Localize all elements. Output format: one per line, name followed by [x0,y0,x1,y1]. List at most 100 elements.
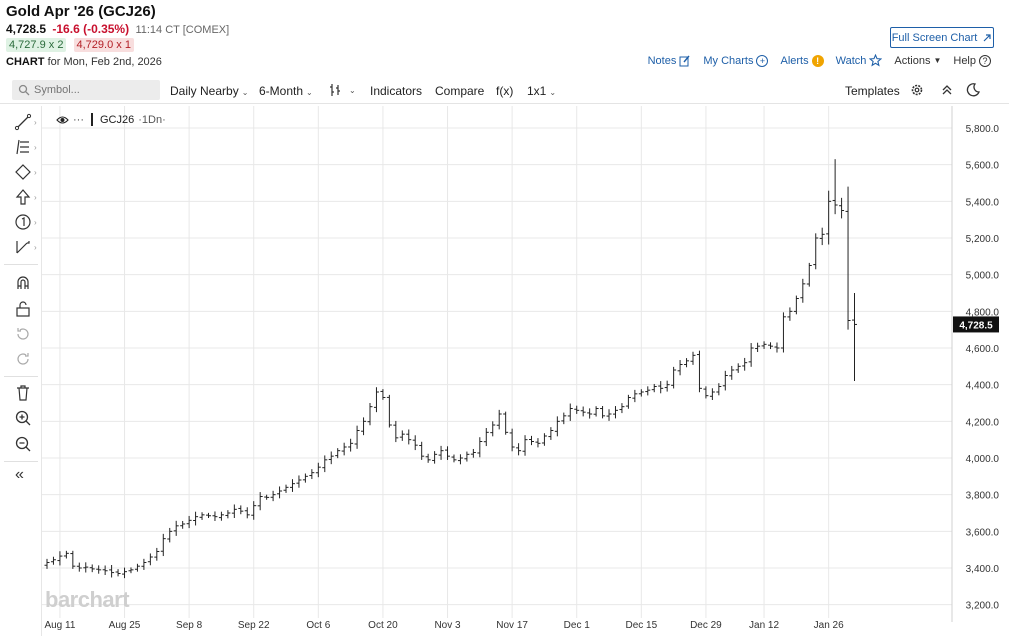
eye-icon[interactable] [56,115,69,125]
full-screen-chart-button[interactable]: Full Screen Chart [890,27,994,48]
undo-icon[interactable] [14,325,32,343]
alerts-link[interactable]: Alerts ! [780,54,824,67]
expand-arrow-icon[interactable]: › [34,168,37,177]
indicators-button[interactable]: Indicators [370,84,423,98]
ohlc-bar [761,341,767,349]
ohlc-bar [218,511,224,521]
measure-icon[interactable] [14,238,32,256]
gear-icon[interactable] [909,82,925,98]
rail-divider [4,461,38,462]
price-change: -16.6 (-0.35%) [52,22,130,36]
collapse-up-icon[interactable] [939,82,955,98]
my-charts-link[interactable]: My Charts + [703,54,769,67]
draw-line-icon[interactable] [14,113,32,131]
chart-for-date: for Mon, Feb 2nd, 2026 [47,56,162,68]
chart-type-icon[interactable] [327,82,343,98]
ohlc-bar [516,443,522,456]
actions-menu[interactable]: Actions ▼ [894,55,941,67]
notes-link[interactable]: Notes [648,55,692,67]
expand-arrow-icon[interactable]: › [34,118,37,127]
x-tick-label: Sep 22 [238,620,270,631]
price-chart[interactable]: 3,200.0 3,400.0 3,600.0 3,800.0 4,000.0 4,200… [42,106,1009,636]
ohlc-bar [96,565,102,574]
dark-mode-icon[interactable] [965,82,981,98]
shapes-icon[interactable] [14,163,32,181]
chevron-down-icon: ⌄ [549,88,557,97]
bid-quote: 4,727.9 x 2 [6,38,67,52]
function-button[interactable]: f(x) [496,84,514,98]
symbol-search-input[interactable] [12,80,160,100]
ohlc-bar [832,159,838,215]
x-tick-label: Aug 11 [44,620,75,631]
bar-type-dropdown[interactable]: Daily Nearby ⌄ [170,84,248,98]
help-link[interactable]: Help ? [953,54,991,67]
star-icon [869,54,883,67]
top-nav: Notes My Charts + Alerts ! Watch Actions… [648,54,991,67]
last-price-tag [953,316,999,333]
ohlc-bar [373,387,379,413]
ohlc-bar [445,446,451,460]
layout-dropdown[interactable]: 1x1 ⌄ [527,84,556,98]
annotation-icon[interactable] [14,213,32,231]
ohlc-bar [141,558,147,570]
ohlc-bar [671,366,677,389]
ohlc-bar [419,441,425,460]
arrow-icon[interactable] [14,188,32,206]
ohlc-bar [703,386,709,399]
ohlc-bar [800,278,806,303]
collapse-icon[interactable]: « [15,466,24,483]
ohlc-bar [645,386,651,396]
ohlc-bar [412,435,418,451]
ohlc-bar [677,360,683,376]
ohlc-bar [496,409,502,430]
expand-arrow-icon[interactable]: › [34,218,37,227]
ohlc-bar [289,479,295,492]
ohlc-bar [690,351,696,365]
more-options-icon[interactable]: ··· [73,113,84,126]
help-label: Help [953,54,976,67]
ohlc-bar [244,507,250,519]
caret-down-icon: ▼ [933,56,942,65]
ohlc-bar [567,403,573,421]
chevron-down-icon[interactable]: ⌄ [349,86,356,95]
ohlc-bar [70,550,76,569]
y-tick-label: 5,400.0 [966,197,1000,208]
alert-icon: ! [811,54,824,67]
templates-button[interactable]: Templates [845,84,900,98]
expand-arrow-icon[interactable]: › [34,193,37,202]
ohlc-bar [154,547,160,561]
ohlc-bar [315,462,321,478]
y-tick-label: 3,200.0 [966,601,1000,612]
ohlc-bar [845,186,851,330]
period-dropdown[interactable]: 6-Month ⌄ [259,84,313,98]
ohlc-bar [83,562,89,573]
watch-link[interactable]: Watch [836,54,883,67]
zoom-out-icon[interactable] [14,435,32,453]
ohlc-bar [787,307,793,321]
watch-label: Watch [835,54,867,67]
x-tick-label: Jan 26 [814,620,844,631]
expand-arrow-icon[interactable]: › [34,243,37,252]
y-tick-label: 4,800.0 [966,307,1000,318]
zoom-in-icon[interactable] [14,409,32,427]
ohlc-bar [264,494,270,500]
trash-icon[interactable] [14,384,32,402]
ohlc-bar [270,490,276,502]
ohlc-bar [709,388,715,401]
ohlc-bar [722,370,728,391]
ask-quote: 4,729.0 x 1 [73,38,134,52]
fib-icon[interactable] [14,138,32,156]
rail-divider [4,376,38,377]
x-tick-label: Aug 25 [109,620,141,631]
compare-button[interactable]: Compare [435,84,485,98]
legend-symbol: GCJ26 [100,113,135,126]
lock-icon[interactable] [14,300,32,318]
ohlc-bar [76,562,82,572]
redo-icon[interactable] [14,350,32,368]
ohlc-bar [361,417,367,436]
ohlc-bar [206,512,211,519]
full-screen-chart-label: Full Screen Chart [891,31,978,44]
expand-arrow-icon[interactable]: › [34,143,37,152]
magnet-icon[interactable] [14,274,32,292]
ohlc-bar [470,448,476,458]
